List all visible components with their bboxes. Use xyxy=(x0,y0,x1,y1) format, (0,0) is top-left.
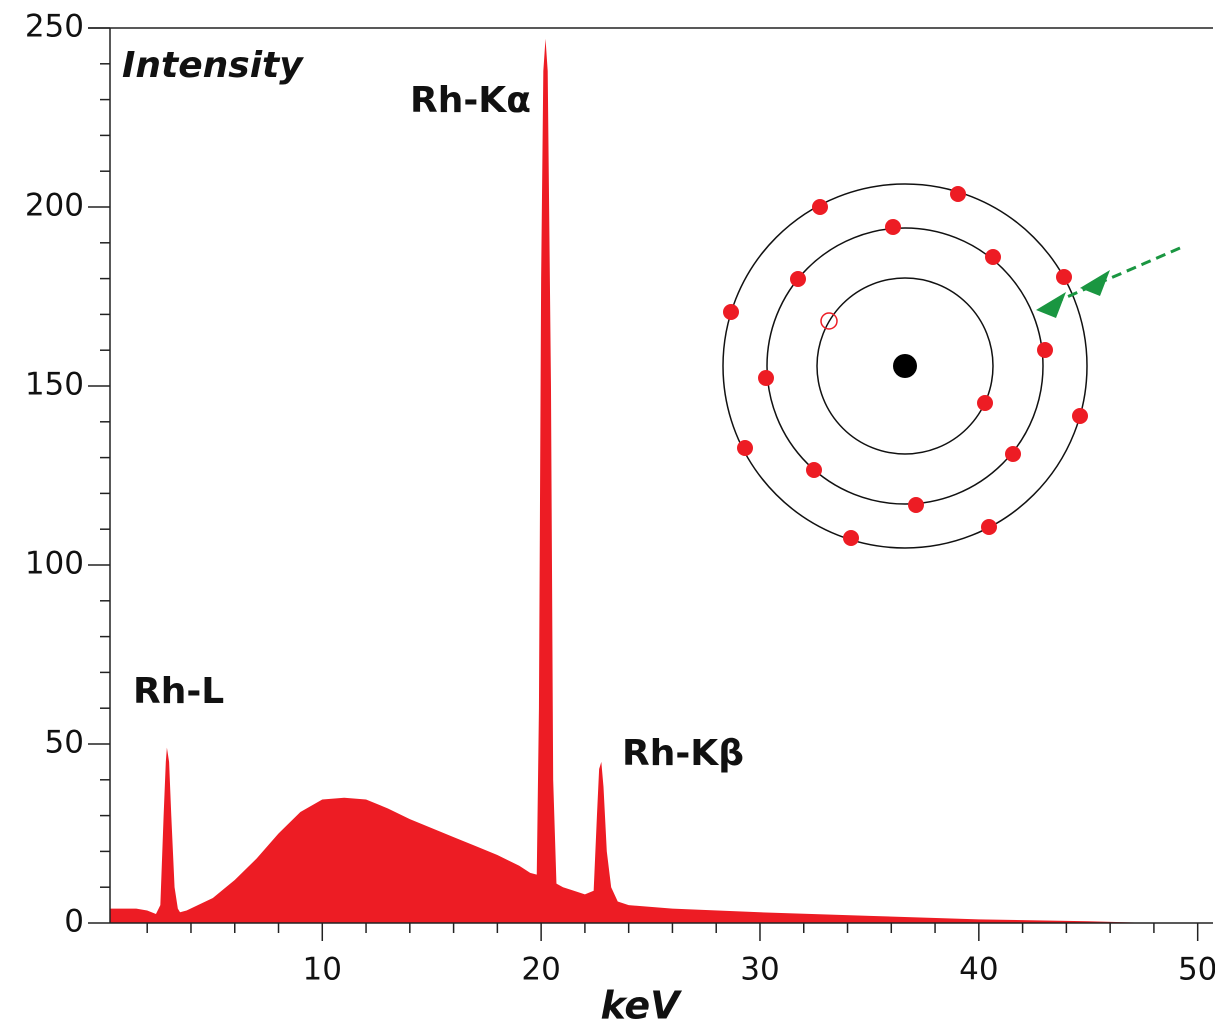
y-tick-label: 100 xyxy=(25,546,84,582)
nucleus xyxy=(893,354,917,378)
x-axis-label: keV xyxy=(600,984,682,1028)
x-tick-label: 30 xyxy=(740,952,779,988)
arrowhead xyxy=(1080,270,1110,296)
arrowhead xyxy=(1036,292,1066,318)
orbit xyxy=(766,227,1044,505)
y-tick-label: 150 xyxy=(25,367,84,403)
annotation: Rh-L xyxy=(133,671,224,712)
x-tick-label: 20 xyxy=(521,952,560,988)
y-tick-label: 50 xyxy=(45,725,84,761)
electrons xyxy=(723,186,1088,546)
x-tick-label: 40 xyxy=(959,952,998,988)
vacancy xyxy=(820,312,838,330)
orbit xyxy=(722,183,1088,549)
spectrum-area xyxy=(110,38,1213,924)
y-tick-label: 200 xyxy=(25,188,84,224)
orbit xyxy=(816,277,994,455)
x-tick-label: 50 xyxy=(1178,952,1215,988)
arrow xyxy=(1059,246,1181,302)
y-tick-label: 250 xyxy=(25,9,84,45)
x-tick-label: 10 xyxy=(303,952,342,988)
y-axis-label: Intensity xyxy=(122,45,304,86)
annotation: Rh-Kβ xyxy=(622,733,744,774)
annotation: Rh-Kα xyxy=(410,80,531,121)
y-tick-label: 0 xyxy=(64,904,84,940)
atom-diagram xyxy=(722,183,1181,549)
